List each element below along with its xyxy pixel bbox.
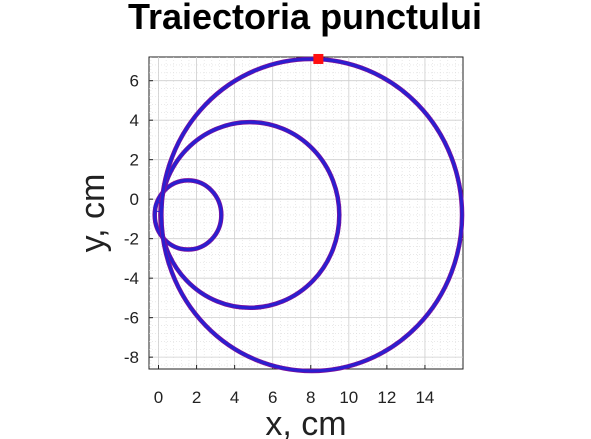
y-tick-label: 4 bbox=[130, 111, 139, 130]
chart-title: Traiectoria punctului bbox=[127, 0, 483, 37]
y-tick-label: -8 bbox=[124, 348, 139, 367]
x-tick-label: 10 bbox=[339, 388, 358, 407]
x-tick-label: 12 bbox=[377, 388, 396, 407]
y-tick-label: 2 bbox=[130, 151, 139, 170]
y-tick-label: -2 bbox=[124, 230, 139, 249]
y-tick-label: -4 bbox=[124, 269, 139, 288]
trajectory-loop-3 bbox=[159, 57, 464, 373]
trajectory-loop-1 bbox=[153, 178, 223, 252]
y-tick-label: -6 bbox=[124, 309, 139, 328]
x-tick-label: 0 bbox=[154, 388, 163, 407]
y-axis-label: y, cm bbox=[74, 174, 112, 253]
y-tick-label: 0 bbox=[130, 190, 139, 209]
start-point-marker bbox=[153, 201, 164, 213]
x-tick-label: 8 bbox=[306, 388, 315, 407]
point-markers bbox=[153, 53, 324, 213]
current-point-marker bbox=[313, 53, 324, 64]
x-tick-label: 2 bbox=[192, 388, 201, 407]
x-tick-label: 6 bbox=[268, 388, 277, 407]
y-tick-label: 6 bbox=[130, 72, 139, 91]
trajectory-series bbox=[152, 56, 465, 374]
axis-ticks: 0 2 4 6 8 10 12 14 -8 -6 -4 -2 0 2 4 6 bbox=[124, 72, 435, 407]
x-tick-label: 14 bbox=[415, 388, 434, 407]
x-axis-label: x, cm bbox=[265, 405, 346, 439]
x-tick-label: 4 bbox=[230, 388, 239, 407]
